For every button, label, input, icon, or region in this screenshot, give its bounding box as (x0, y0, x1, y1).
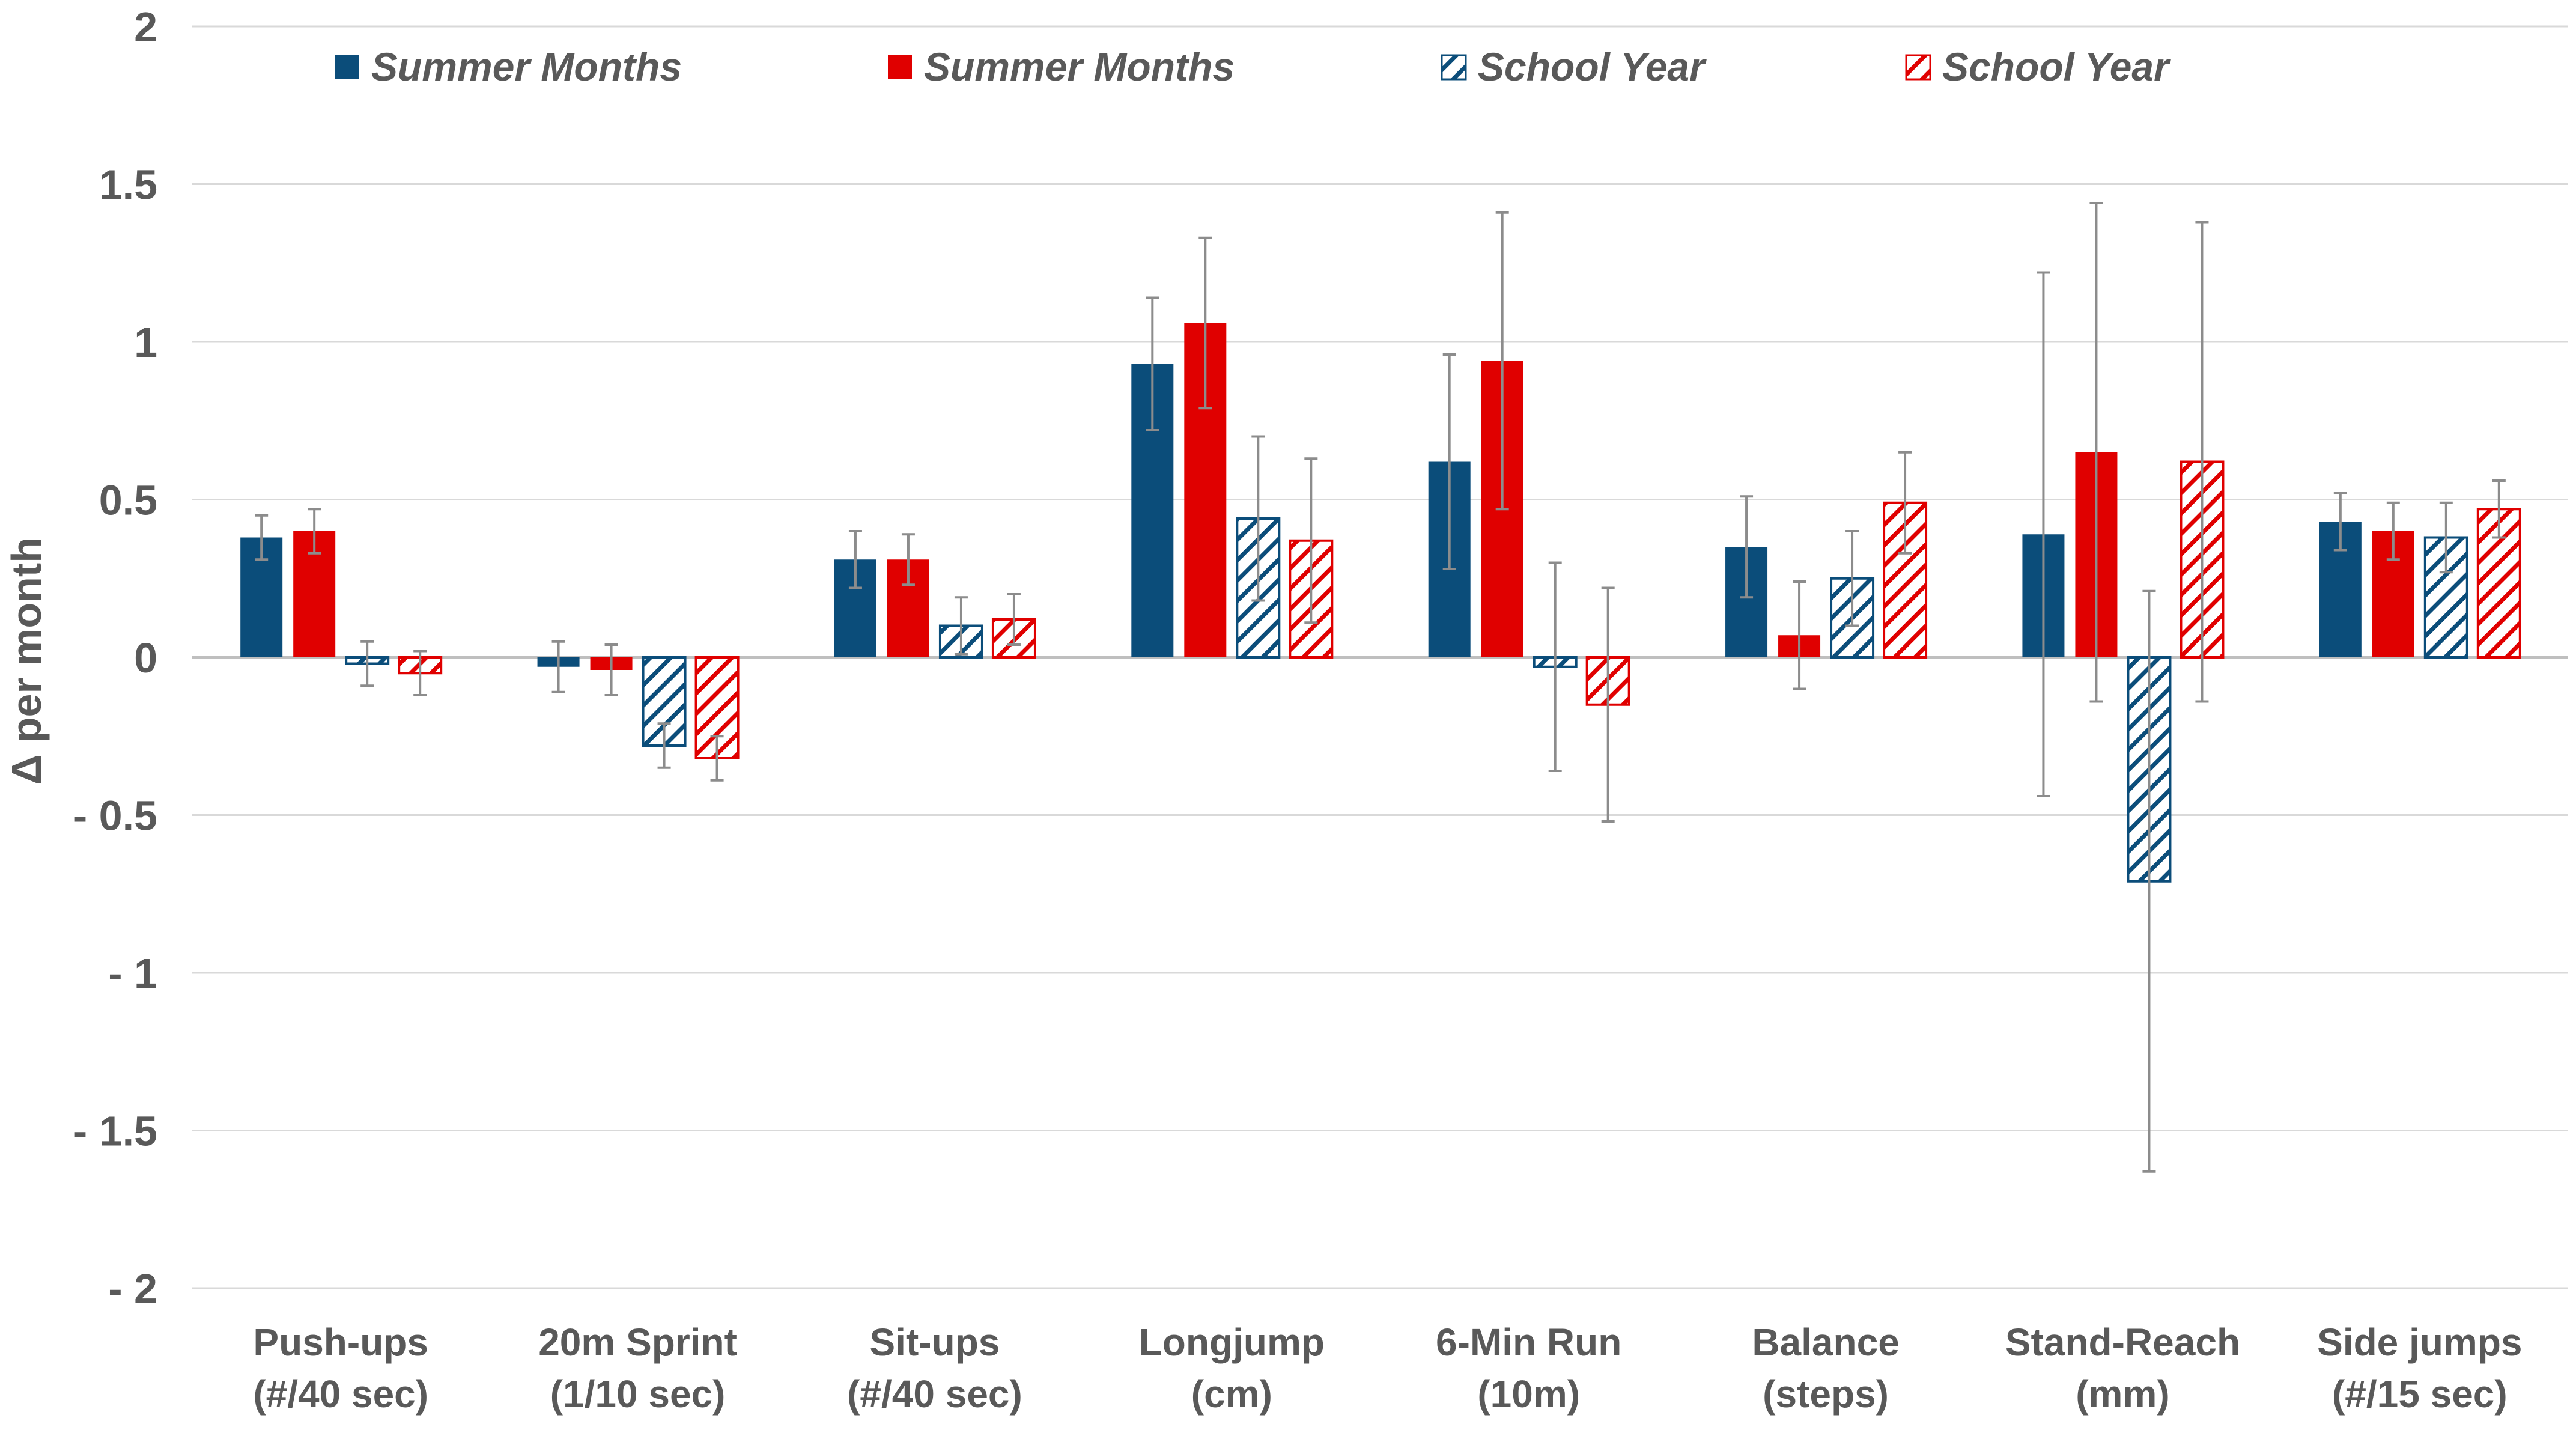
x-tick-label: (#/40 sec) (253, 1372, 428, 1416)
y-tick-label: 2 (134, 4, 157, 50)
x-tick-label: Stand-Reach (2005, 1321, 2240, 1364)
legend-swatch (1441, 54, 1467, 81)
x-tick-label: (mm) (2076, 1372, 2169, 1416)
x-tick-label: Sit-ups (870, 1321, 1000, 1364)
x-tick-label: 20m Sprint (538, 1321, 737, 1364)
y-tick-label: - 1 (108, 950, 157, 997)
legend-label: Summer Months (924, 44, 1235, 89)
x-tick-label: (#/40 sec) (847, 1372, 1022, 1416)
y-axis-title: Δ per month (3, 537, 50, 785)
y-tick-label: - 0.5 (73, 793, 157, 839)
x-tick-label: Balance (1752, 1321, 1899, 1364)
y-tick-label: - 1.5 (73, 1108, 157, 1155)
legend-swatch (888, 55, 912, 79)
y-tick-label: 0.5 (99, 477, 157, 524)
x-tick-label: (#/15 sec) (2332, 1372, 2508, 1416)
x-tick-label: Push-ups (253, 1321, 428, 1364)
x-tick-label: (10m) (1477, 1372, 1580, 1416)
legend-swatch (335, 55, 359, 79)
x-tick-label: (1/10 sec) (550, 1372, 726, 1416)
legend-label: School Year (1942, 44, 2171, 89)
x-tick-label: Side jumps (2317, 1321, 2522, 1364)
y-tick-label: 1.5 (99, 162, 157, 208)
x-tick-label: 6-Min Run (1436, 1321, 1621, 1364)
x-tick-label: (steps) (1763, 1372, 1889, 1416)
legend-swatch (1905, 54, 1931, 81)
x-tick-label: Longjump (1139, 1321, 1325, 1364)
y-tick-label: - 2 (108, 1265, 157, 1312)
legend-label: Summer Months (371, 44, 682, 89)
legend-label: School Year (1478, 44, 1707, 89)
y-tick-label: 0 (134, 634, 157, 681)
x-tick-label: (cm) (1191, 1372, 1272, 1416)
y-tick-label: 1 (134, 319, 157, 366)
